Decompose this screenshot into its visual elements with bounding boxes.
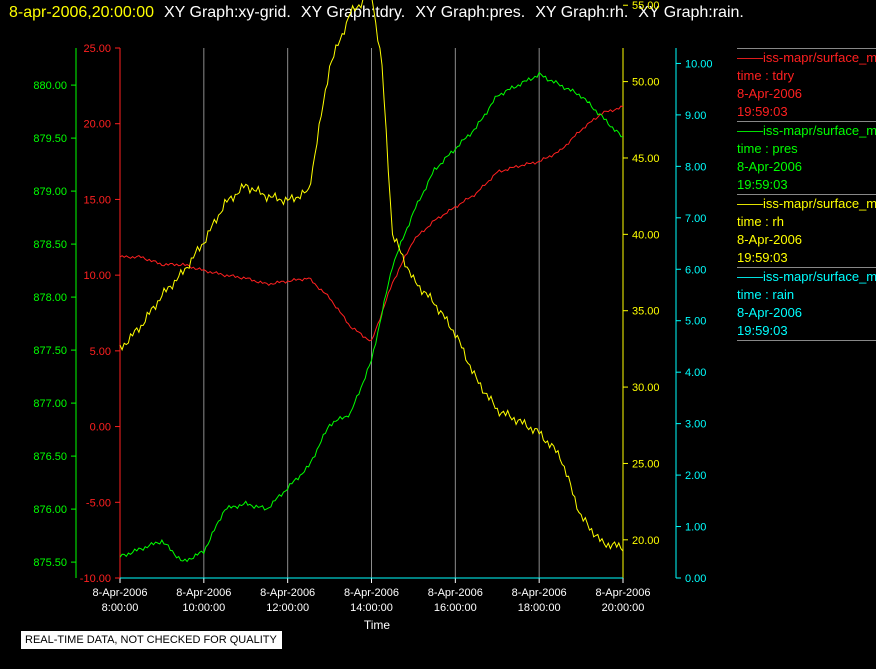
- graph-label-rh: XY Graph:rh.: [535, 4, 629, 21]
- rh-tick-label: 30.00: [632, 382, 660, 394]
- x-axis-title: Time: [364, 618, 391, 632]
- rain-tick-label: 0.00: [685, 573, 706, 585]
- legend-entry-rh: ——iss-mapr/surface_m time : rh 8-Apr-200…: [737, 194, 876, 267]
- tdry-tick-label: -5.00: [86, 497, 111, 509]
- legend-entry-pres: ——iss-mapr/surface_m time : pres 8-Apr-2…: [737, 121, 876, 194]
- pres-tick-label: 876.50: [33, 451, 67, 463]
- tdry-tick-label: 0.00: [90, 422, 111, 434]
- legend-date: 8-Apr-2006: [737, 86, 803, 101]
- tdry-tick-label: -10.00: [80, 573, 111, 585]
- rain-tick-label: 4.00: [685, 367, 706, 379]
- legend-time: 19:59:03: [737, 250, 788, 265]
- legend-date: 8-Apr-2006: [737, 305, 803, 320]
- pres-tick-label: 875.50: [33, 557, 67, 569]
- graph-label-rain: XY Graph:rain.: [638, 4, 744, 21]
- x-tick-label: 8-Apr-2006 14:00:00: [344, 587, 399, 614]
- x-tick-label: 8-Apr-2006 18:00:00: [512, 587, 567, 614]
- rh-tick-label: 25.00: [632, 458, 660, 470]
- tdry-tick-label: 20.00: [83, 119, 111, 131]
- legend-source: ——iss-mapr/surface_m: [737, 269, 876, 284]
- rh-tick-label: 45.00: [632, 153, 660, 165]
- graph-label-pres: XY Graph:pres.: [415, 4, 526, 21]
- x-tick-label: 8-Apr-2006 12:00:00: [260, 587, 315, 614]
- xy-chart: 8-Apr-2006 8:00:00 8-Apr-2006 10:00:00 8-Apr…: [33, 0, 713, 632]
- rh-tick-label: 40.00: [632, 229, 660, 241]
- legend-variable: time : rain: [737, 287, 795, 302]
- tdry-tick-label: 5.00: [90, 346, 111, 358]
- rh-tick-label: 20.00: [632, 535, 660, 547]
- legend-variable: time : pres: [737, 141, 798, 156]
- pres-tick-label: 878.50: [33, 239, 67, 251]
- x-tick-label: 8-Apr-2006 20:00:00: [595, 587, 650, 614]
- pres-tick-label: 879.50: [33, 133, 67, 145]
- rain-tick-label: 5.00: [685, 316, 706, 328]
- rain-tick-label: 2.00: [685, 470, 706, 482]
- series-line-pres: [119, 71, 624, 563]
- legend-time: 19:59:03: [737, 104, 788, 119]
- title-bar: 8-apr-2006,20:00:00 XY Graph:xy-grid. XY G…: [9, 3, 754, 25]
- rain-tick-label: 1.00: [685, 522, 706, 534]
- legend-date: 8-Apr-2006: [737, 159, 803, 174]
- pres-tick-label: 880.00: [33, 80, 67, 92]
- rain-tick-label: 6.00: [685, 264, 706, 276]
- tdry-tick-label: 25.00: [83, 43, 111, 55]
- rain-tick-label: 10.00: [685, 58, 713, 70]
- series-line-tdry: [119, 105, 624, 342]
- legend-variable: time : rh: [737, 214, 784, 229]
- series-line-rh: [119, 0, 624, 552]
- rain-tick-label: 3.00: [685, 419, 706, 431]
- legend-time: 19:59:03: [737, 323, 788, 338]
- x-tick-label: 8-Apr-2006 8:00:00: [92, 587, 147, 614]
- legend-time: 19:59:03: [737, 177, 788, 192]
- graph-label-tdry: XY Graph:tdry.: [300, 4, 406, 21]
- rain-tick-label: 7.00: [685, 213, 706, 225]
- pres-tick-label: 879.00: [33, 186, 67, 198]
- rh-tick-label: 55.00: [632, 0, 660, 12]
- pres-tick-label: 877.50: [33, 345, 67, 357]
- legend-variable: time : tdry: [737, 68, 795, 83]
- timestamp: 8-apr-2006,20:00:00: [9, 4, 154, 21]
- legend-entry-rain: ——iss-mapr/surface_m time : rain 8-Apr-2…: [737, 267, 876, 341]
- legend-entry-tdry: ——iss-mapr/surface_m time : tdry 8-Apr-2…: [737, 48, 876, 121]
- rain-tick-label: 9.00: [685, 110, 706, 122]
- pres-tick-label: 877.00: [33, 398, 67, 410]
- rain-tick-label: 8.00: [685, 161, 706, 173]
- graph-label-xy-grid: XY Graph:xy-grid.: [164, 4, 291, 21]
- legend-source: ——iss-mapr/surface_m: [737, 50, 876, 65]
- x-tick-label: 8-Apr-2006 10:00:00: [176, 587, 231, 614]
- rh-tick-label: 50.00: [632, 77, 660, 89]
- x-tick-label: 8-Apr-2006 16:00:00: [428, 587, 483, 614]
- quality-notice: REAL-TIME DATA, NOT CHECKED FOR QUALITY: [21, 631, 282, 649]
- legend: ——iss-mapr/surface_m time : tdry 8-Apr-2…: [737, 48, 876, 341]
- legend-source: ——iss-mapr/surface_m: [737, 123, 876, 138]
- legend-source: ——iss-mapr/surface_m: [737, 196, 876, 211]
- pres-tick-label: 878.00: [33, 292, 67, 304]
- tdry-tick-label: 10.00: [83, 270, 111, 282]
- pres-tick-label: 876.00: [33, 504, 67, 516]
- legend-date: 8-Apr-2006: [737, 232, 803, 247]
- tdry-tick-label: 15.00: [83, 194, 111, 206]
- rh-tick-label: 35.00: [632, 306, 660, 318]
